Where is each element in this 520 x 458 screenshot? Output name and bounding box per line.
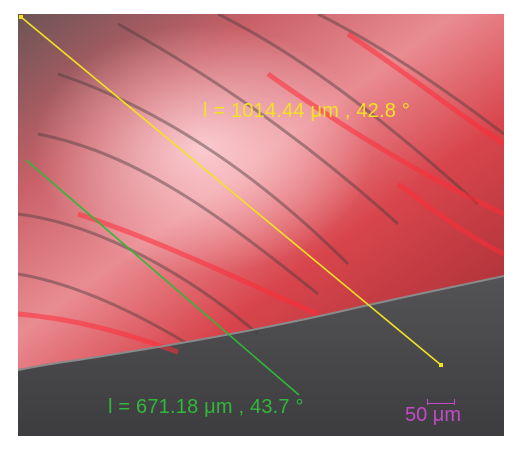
green-measure-line[interactable] xyxy=(25,159,300,396)
yellow-line-end-handle[interactable] xyxy=(439,363,443,367)
scale-bar xyxy=(427,399,455,405)
scale-bar-label: 50 μm xyxy=(405,404,461,426)
green-measure-label: l = 671.18 μm , 43.7 ° xyxy=(108,396,304,418)
yellow-measure-line[interactable] xyxy=(20,16,442,366)
yellow-measure-label: l = 1014.44 μm , 42.8 ° xyxy=(203,100,411,122)
micrograph-canvas xyxy=(18,14,504,436)
microscope-image xyxy=(18,14,504,436)
tissue-region xyxy=(18,14,504,370)
yellow-line-start-handle[interactable] xyxy=(19,15,23,19)
tissue-edge xyxy=(18,275,504,371)
